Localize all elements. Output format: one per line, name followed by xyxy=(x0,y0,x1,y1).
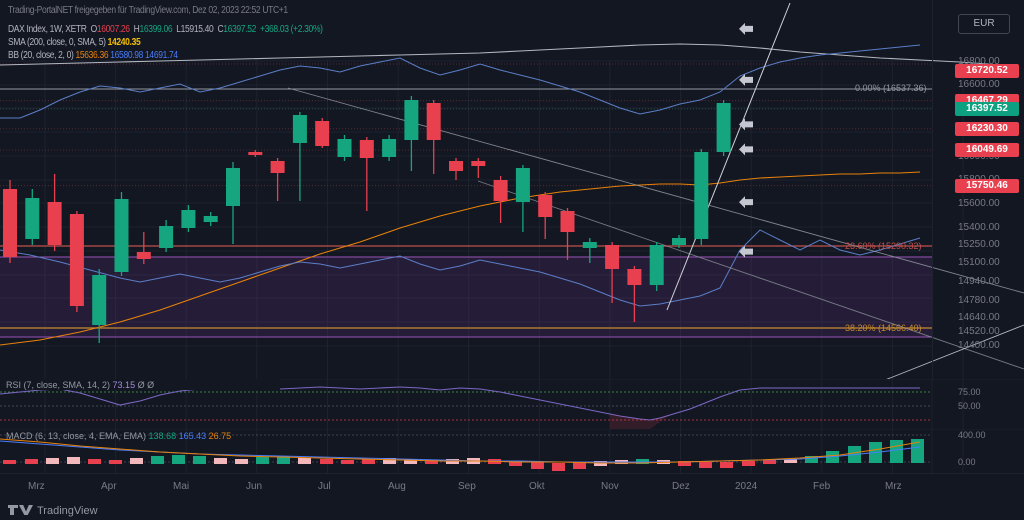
svg-text:0.00% (16537.36): 0.00% (16537.36) xyxy=(855,83,927,93)
svg-text:23.60% (15290.32): 23.60% (15290.32) xyxy=(845,241,922,251)
svg-text:400.00: 400.00 xyxy=(958,430,986,440)
svg-text:0.00: 0.00 xyxy=(958,457,976,467)
svg-text:75.00: 75.00 xyxy=(958,387,981,397)
svg-text:RSI (7, close, SMA, 14, 2) 73.: RSI (7, close, SMA, 14, 2) 73.15 Ø Ø xyxy=(6,380,154,390)
svg-text:38.20% (14566.40): 38.20% (14566.40) xyxy=(845,323,922,333)
svg-text:50.00: 50.00 xyxy=(958,401,981,411)
svg-text:MACD (6, 13, close, 4, EMA, EM: MACD (6, 13, close, 4, EMA, EMA) 138.68 … xyxy=(6,431,231,441)
svg-text:TradingView: TradingView xyxy=(37,505,98,517)
